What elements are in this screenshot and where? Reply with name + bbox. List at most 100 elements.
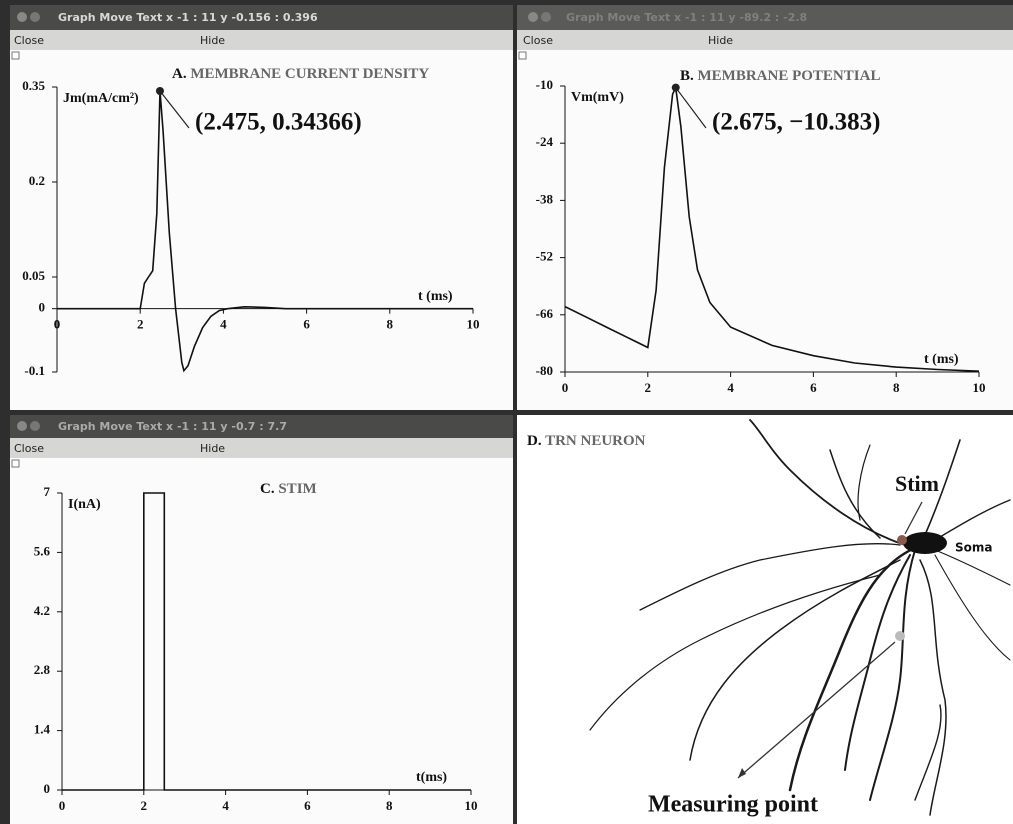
- title-bar: [10, 415, 513, 438]
- chart-title: B. MEMBRANE POTENTIAL: [680, 68, 880, 84]
- y-tick-label: 5.6: [34, 543, 51, 558]
- stim-point: [897, 535, 907, 545]
- x-tick-label: 8: [387, 317, 394, 332]
- x-tick-label: 6: [810, 380, 817, 395]
- panel-label: A.: [172, 66, 187, 82]
- y-tick-label: -52: [536, 249, 553, 264]
- y-tick-label: -24: [536, 134, 554, 149]
- window-bg: [10, 5, 513, 410]
- y-axis-label: Vm(mV): [571, 90, 624, 105]
- soma: [903, 532, 947, 554]
- chart-title: A. MEMBRANE CURRENT DENSITY: [172, 66, 429, 82]
- x-tick-label: 4: [220, 317, 227, 332]
- measuring-point: [895, 631, 905, 641]
- panel-title: MEMBRANE CURRENT DENSITY: [190, 66, 429, 82]
- x-tick-label: 2: [141, 798, 148, 813]
- neuron-dendrites: [589, 419, 1011, 816]
- min-icon[interactable]: [30, 12, 40, 22]
- x-tick-label: 4: [727, 380, 734, 395]
- x-tick-label: 0: [59, 798, 66, 813]
- data-line: [564, 84, 980, 372]
- panel-label: C.: [260, 481, 275, 497]
- window-b: Graph Move Text x -1 : 11 y -89.2 : -2.8…: [517, 5, 1013, 410]
- arrow-head: [738, 768, 746, 778]
- y-tick-label: -80: [536, 363, 553, 378]
- y-tick-label: 0.2: [29, 173, 45, 188]
- stim-arrow: [904, 501, 923, 535]
- min-icon[interactable]: [30, 421, 40, 431]
- x-tick-label: 6: [303, 317, 310, 332]
- annotation-point: [671, 83, 680, 92]
- y-tick-label: -38: [536, 191, 554, 206]
- min-icon[interactable]: [541, 12, 551, 22]
- y-tick-label: 0.35: [22, 78, 45, 93]
- x-tick-label: 0: [54, 317, 61, 332]
- x-tick-label: 8: [893, 380, 900, 395]
- x-tick-label: 10: [973, 380, 986, 395]
- menu-close[interactable]: Close: [523, 34, 553, 47]
- panel-title: D. TRN NEURON: [527, 433, 646, 449]
- x-axis-label: t (ms): [418, 289, 453, 304]
- stim-label: Stim: [895, 471, 939, 496]
- y-axis-label: I(nA): [68, 497, 101, 512]
- y-tick-label: 2.8: [34, 662, 51, 677]
- panel-label: B.: [680, 68, 694, 84]
- y-tick-label: -0.1: [24, 363, 45, 378]
- data-line: [57, 90, 473, 373]
- x-axis-label: t (ms): [924, 352, 959, 367]
- checkbox[interactable]: [11, 459, 20, 468]
- x-tick-label: 0: [562, 380, 569, 395]
- x-tick-label: 10: [467, 317, 480, 332]
- checkbox[interactable]: [518, 51, 527, 60]
- x-tick-label: 10: [465, 798, 478, 813]
- window-bg: [10, 415, 513, 824]
- x-tick-label: 8: [386, 798, 393, 813]
- y-tick-label: 1.4: [34, 722, 51, 737]
- panel-title: STIM: [278, 481, 316, 497]
- title-bar: [517, 5, 1013, 30]
- neuron-panel: D. TRN NEURON Stim Soma Measuring point: [517, 415, 1013, 824]
- x-tick-label: 2: [137, 317, 144, 332]
- window-title: Graph Move Text x -1 : 11 y -0.156 : 0.3…: [58, 11, 318, 24]
- menu-hide[interactable]: Hide: [200, 442, 225, 455]
- x-tick-label: 4: [222, 798, 229, 813]
- annotation-arrow: [675, 87, 707, 129]
- checkbox[interactable]: [11, 51, 20, 60]
- title-bar: [10, 5, 513, 30]
- annotation-arrow: [159, 90, 190, 129]
- y-tick-label: 4.2: [34, 603, 50, 618]
- chart-title: C. STIM: [260, 481, 317, 497]
- y-axis-label: Jm(mA/cm²): [63, 91, 139, 106]
- y-tick-label: -66: [536, 306, 554, 321]
- close-icon[interactable]: [17, 12, 27, 22]
- panel-label: D.: [527, 433, 542, 449]
- x-tick-label: 6: [304, 798, 311, 813]
- menu-bar: [517, 30, 1013, 50]
- window-c: Graph Move Text x -1 : 11 y -0.7 : 7.7 C…: [10, 415, 513, 824]
- window-a: Graph Move Text x -1 : 11 y -0.156 : 0.3…: [10, 5, 513, 410]
- close-icon[interactable]: [528, 12, 538, 22]
- annotation-label: (2.475, 0.34366): [195, 109, 362, 136]
- window-title: Graph Move Text x -1 : 11 y -89.2 : -2.8: [566, 11, 807, 24]
- panel-title: MEMBRANE POTENTIAL: [698, 68, 881, 84]
- measure-arrow: [737, 641, 896, 779]
- data-line: [62, 492, 471, 791]
- x-axis-label: t(ms): [416, 770, 447, 785]
- menu-close[interactable]: Close: [14, 442, 44, 455]
- y-tick-label: 0.05: [22, 268, 45, 283]
- window-bg: [517, 5, 1013, 410]
- y-tick-label: -10: [536, 77, 553, 92]
- y-tick-label: 0: [44, 781, 51, 796]
- menu-close[interactable]: Close: [14, 34, 44, 47]
- close-icon[interactable]: [17, 421, 27, 431]
- y-tick-label: 0: [39, 300, 46, 315]
- y-tick-label: 7: [44, 484, 51, 499]
- annotation-point: [155, 87, 164, 96]
- window-title: Graph Move Text x -1 : 11 y -0.7 : 7.7: [58, 420, 287, 433]
- measure-label: Measuring point: [648, 792, 818, 818]
- menu-hide[interactable]: Hide: [200, 34, 225, 47]
- soma-label: Soma: [955, 541, 993, 555]
- menu-hide[interactable]: Hide: [708, 34, 733, 47]
- panel-name: TRN NEURON: [545, 433, 646, 449]
